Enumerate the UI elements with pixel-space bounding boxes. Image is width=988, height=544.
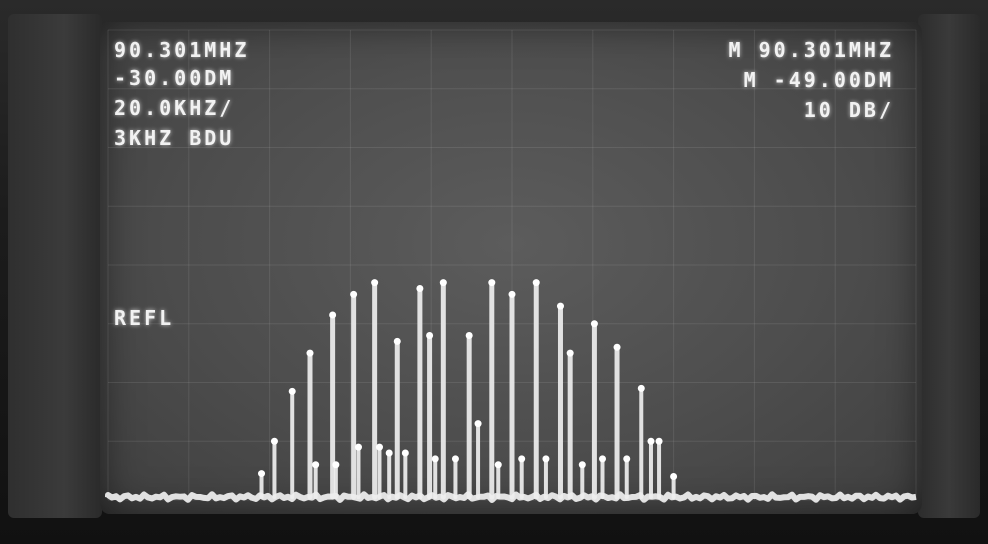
spectral-line-peak bbox=[350, 290, 358, 298]
spectral-line-peak bbox=[518, 455, 526, 463]
spectral-line-peak bbox=[474, 420, 482, 428]
span-per-division-readout: 20.0KHZ/ bbox=[114, 96, 235, 120]
spectral-line-peak bbox=[439, 279, 447, 287]
spectral-line-peak bbox=[401, 449, 409, 457]
spectral-line-peak bbox=[556, 302, 564, 310]
spectral-line-peak bbox=[613, 343, 621, 351]
spectral-line-peak bbox=[393, 337, 401, 345]
spectral-line-peak bbox=[647, 437, 655, 445]
spectral-line-peak bbox=[288, 387, 296, 395]
spectral-line-peak bbox=[598, 455, 606, 463]
resolution-bandwidth-readout: 3KHZ BDU bbox=[114, 126, 235, 150]
spectral-line-peak bbox=[590, 320, 598, 328]
spectral-line-peak bbox=[578, 461, 586, 469]
spectral-line-peak bbox=[332, 461, 340, 469]
spectral-line-peak bbox=[375, 443, 383, 451]
spectral-line-peak bbox=[270, 437, 278, 445]
reference-level-readout: -30.00DM bbox=[114, 66, 235, 90]
spectral-line-peak bbox=[488, 279, 496, 287]
spectral-line-peak bbox=[306, 349, 314, 357]
bezel-left-frame bbox=[8, 14, 102, 518]
spectral-line-peak bbox=[385, 449, 393, 457]
spectral-line-peak bbox=[451, 455, 459, 463]
reference-marker-label: REFL bbox=[114, 306, 175, 330]
marker-frequency-readout: M 90.301MHZ bbox=[728, 38, 894, 62]
spectral-line-peak bbox=[655, 437, 663, 445]
spectral-line-peak bbox=[465, 332, 473, 339]
spectral-line-peak bbox=[566, 349, 574, 357]
spectral-line-peak bbox=[258, 470, 266, 478]
spectral-line-peak bbox=[542, 455, 550, 463]
center-frequency-readout: 90.301MHZ bbox=[114, 38, 250, 62]
spectral-line-peak bbox=[637, 384, 645, 392]
spectral-line-peak bbox=[532, 279, 540, 287]
bezel-right-frame bbox=[918, 14, 980, 518]
spectral-line-peak bbox=[670, 473, 678, 480]
spectral-line-peak bbox=[508, 290, 516, 298]
spectral-line-peak bbox=[431, 455, 439, 463]
spectral-line-peak bbox=[426, 332, 434, 339]
spectral-line-peak bbox=[416, 285, 424, 292]
spectral-line-peak bbox=[329, 311, 337, 319]
spectral-line-peak bbox=[312, 461, 320, 469]
marker-level-readout: M -49.00DM bbox=[743, 68, 894, 92]
vertical-scale-readout: 10 DB/ bbox=[803, 98, 894, 122]
spectral-line-peak bbox=[494, 461, 502, 469]
spectral-line-peak bbox=[371, 279, 379, 287]
spectral-line-peak bbox=[623, 455, 631, 463]
spectrum-trace bbox=[105, 279, 917, 503]
spectral-line-peak bbox=[354, 443, 362, 451]
